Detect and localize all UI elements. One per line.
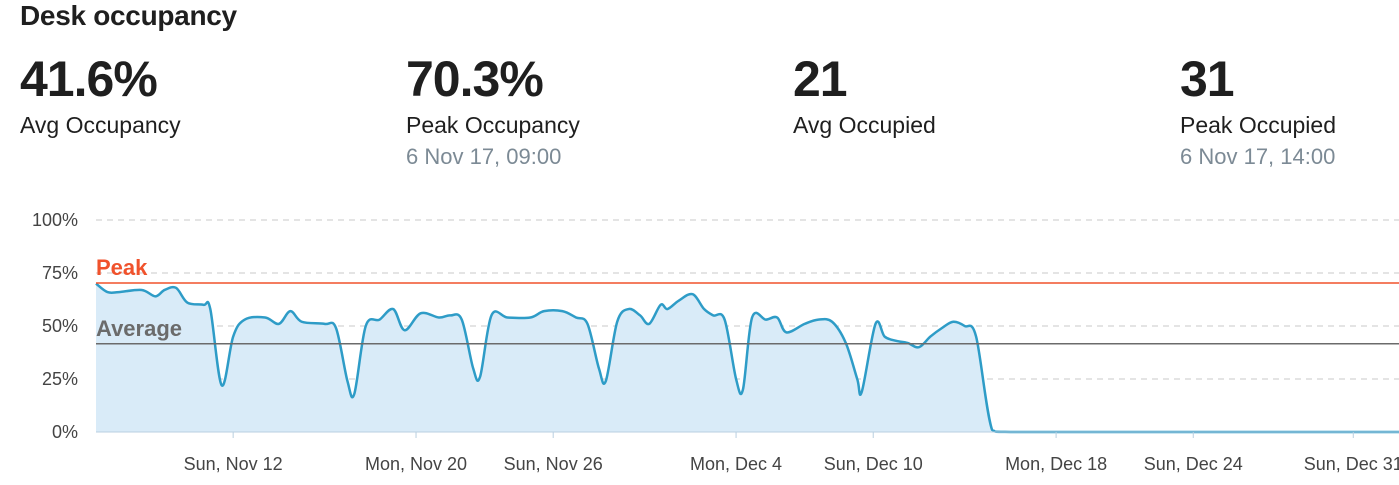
y-tick-label: 25% bbox=[42, 369, 78, 389]
stat-value: 31 bbox=[1180, 51, 1235, 107]
y-tick-label: 0% bbox=[52, 422, 78, 442]
x-tick-label: Sun, Nov 12 bbox=[184, 454, 283, 474]
stat-avg-occupancy: 41.6% Avg Occupancy bbox=[20, 50, 181, 142]
stat-peak-occupancy: 70.3% Peak Occupancy 6 Nov 17, 09:00 bbox=[406, 50, 580, 172]
stat-label: Peak Occupied bbox=[1180, 112, 1336, 138]
stat-avg-occupied: 21 Avg Occupied bbox=[793, 50, 936, 142]
x-tick-label: Mon, Dec 4 bbox=[690, 454, 782, 474]
y-tick-label: 50% bbox=[42, 316, 78, 336]
reference-label-peak: Peak bbox=[96, 255, 148, 280]
stat-label: Avg Occupancy bbox=[20, 112, 181, 138]
x-tick-label: Mon, Dec 18 bbox=[1005, 454, 1107, 474]
stat-label: Peak Occupancy bbox=[406, 112, 580, 138]
page-title: Desk occupancy bbox=[20, 0, 237, 31]
stat-label: Avg Occupied bbox=[793, 112, 936, 138]
x-tick-label: Sun, Dec 31 bbox=[1304, 454, 1399, 474]
x-tick-label: Sun, Dec 10 bbox=[824, 454, 923, 474]
occupancy-line bbox=[95, 282, 1399, 434]
stat-value: 70.3% bbox=[406, 51, 544, 107]
stat-value: 41.6% bbox=[20, 51, 158, 107]
x-tick-label: Sun, Nov 26 bbox=[504, 454, 603, 474]
y-tick-label: 100% bbox=[32, 210, 78, 230]
x-tick-label: Mon, Nov 20 bbox=[365, 454, 467, 474]
stat-subtext: 6 Nov 17, 09:00 bbox=[406, 144, 562, 169]
x-tick-label: Sun, Dec 24 bbox=[1144, 454, 1243, 474]
stat-peak-occupied: 31 Peak Occupied 6 Nov 17, 14:00 bbox=[1180, 50, 1336, 172]
reference-label-average: Average bbox=[96, 316, 182, 341]
y-tick-label: 75% bbox=[42, 263, 78, 283]
stat-subtext: 6 Nov 17, 14:00 bbox=[1180, 144, 1336, 169]
stat-value: 21 bbox=[793, 51, 848, 107]
